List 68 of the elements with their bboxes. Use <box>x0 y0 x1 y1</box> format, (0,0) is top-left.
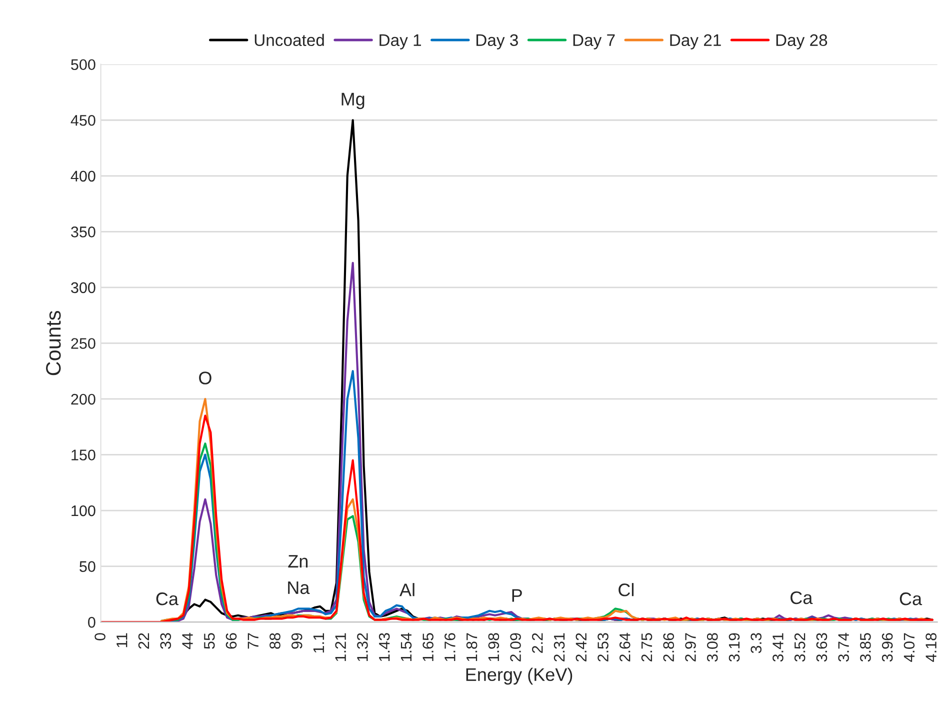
x-tick-label: 3.96 <box>882 633 893 662</box>
annotation: Ca <box>156 592 178 606</box>
y-axis-title: Counts <box>46 310 61 376</box>
x-tick-label: 1.87 <box>466 633 478 662</box>
x-tick-label: 4.07 <box>904 633 915 662</box>
x-tick-label: 1.32 <box>357 633 368 662</box>
annotation: P <box>512 589 522 602</box>
x-tick-label: 33 <box>160 633 172 649</box>
x-tick-label: 1.76 <box>444 633 456 662</box>
x-tick-label: 66 <box>226 633 237 649</box>
annotation: Zn <box>288 555 308 568</box>
x-tick-label: 3.3 <box>750 633 762 654</box>
x-tick-label: 0 <box>94 633 106 640</box>
y-tick-label: 450 <box>70 114 96 126</box>
x-tick-label: 2.64 <box>619 632 630 662</box>
x-tick-label: 99 <box>291 633 302 649</box>
annotation: O <box>199 372 212 384</box>
x-tick-label: 2.53 <box>598 633 608 662</box>
legend-label: Uncoated <box>254 34 324 46</box>
legend-label: Day 28 <box>776 34 828 50</box>
legend-label: Day 1 <box>380 34 421 50</box>
x-tick-label: 2.2 <box>532 633 543 653</box>
x-tick-label: 1.98 <box>488 633 500 662</box>
x-tick-label: 2.97 <box>685 633 696 662</box>
x-tick-label: 22 <box>138 633 150 649</box>
x-tick-label: 3.85 <box>860 633 871 662</box>
y-tick-label: 500 <box>71 59 96 70</box>
x-tick-label: 3.41 <box>772 633 784 662</box>
x-tick-label: 3.74 <box>838 632 849 662</box>
x-tick-label: 2.09 <box>510 633 521 662</box>
x-tick-label: 3.52 <box>794 633 806 662</box>
y-tick-label: 200 <box>71 394 96 405</box>
y-tick-label: 300 <box>71 282 96 294</box>
y-tick-label: 350 <box>71 226 96 238</box>
x-tick-label: 11 <box>116 633 128 648</box>
x-tick-label: 2.31 <box>554 633 565 662</box>
x-tick-label: 2.75 <box>641 633 652 662</box>
annotation: Ca <box>900 592 922 606</box>
legend-label: Day 21 <box>670 34 721 50</box>
x-tick-label: 2.42 <box>576 633 586 662</box>
annotation: Mg <box>342 92 364 110</box>
annotation: Cl <box>618 583 634 596</box>
y-tick-label: 150 <box>72 450 96 460</box>
x-tick-label: 3.19 <box>728 633 740 662</box>
x-tick-label: 2.86 <box>663 633 674 662</box>
x-tick-label: 3.08 <box>706 633 718 662</box>
y-tick-label: 400 <box>70 170 96 182</box>
x-axis-title: Energy (KeV) <box>466 668 572 685</box>
x-tick-label: 1.21 <box>335 633 346 662</box>
x-tick-label: 4.18 <box>926 633 936 662</box>
y-tick-label: 0 <box>88 616 96 628</box>
x-tick-label: 1.43 <box>378 633 390 662</box>
y-tick-label: 100 <box>72 505 96 516</box>
legend-label: Day 7 <box>573 34 615 50</box>
x-tick-label: 44 <box>182 632 193 650</box>
annotation: Na <box>288 581 310 594</box>
annotation: Al <box>400 583 414 596</box>
y-tick-label: 250 <box>71 338 96 349</box>
y-tick-label: 50 <box>80 561 96 572</box>
x-tick-label: 88 <box>270 633 280 649</box>
annotation: Ca <box>790 591 813 604</box>
x-tick-label: 55 <box>204 633 215 649</box>
legend-label: Day 3 <box>476 34 518 50</box>
x-tick-label: 77 <box>248 633 258 649</box>
x-tick-label: 1.1 <box>313 633 324 653</box>
x-tick-label: 1.65 <box>422 633 434 662</box>
x-tick-label: 3.63 <box>816 633 828 662</box>
x-tick-label: 1.54 <box>400 632 412 662</box>
